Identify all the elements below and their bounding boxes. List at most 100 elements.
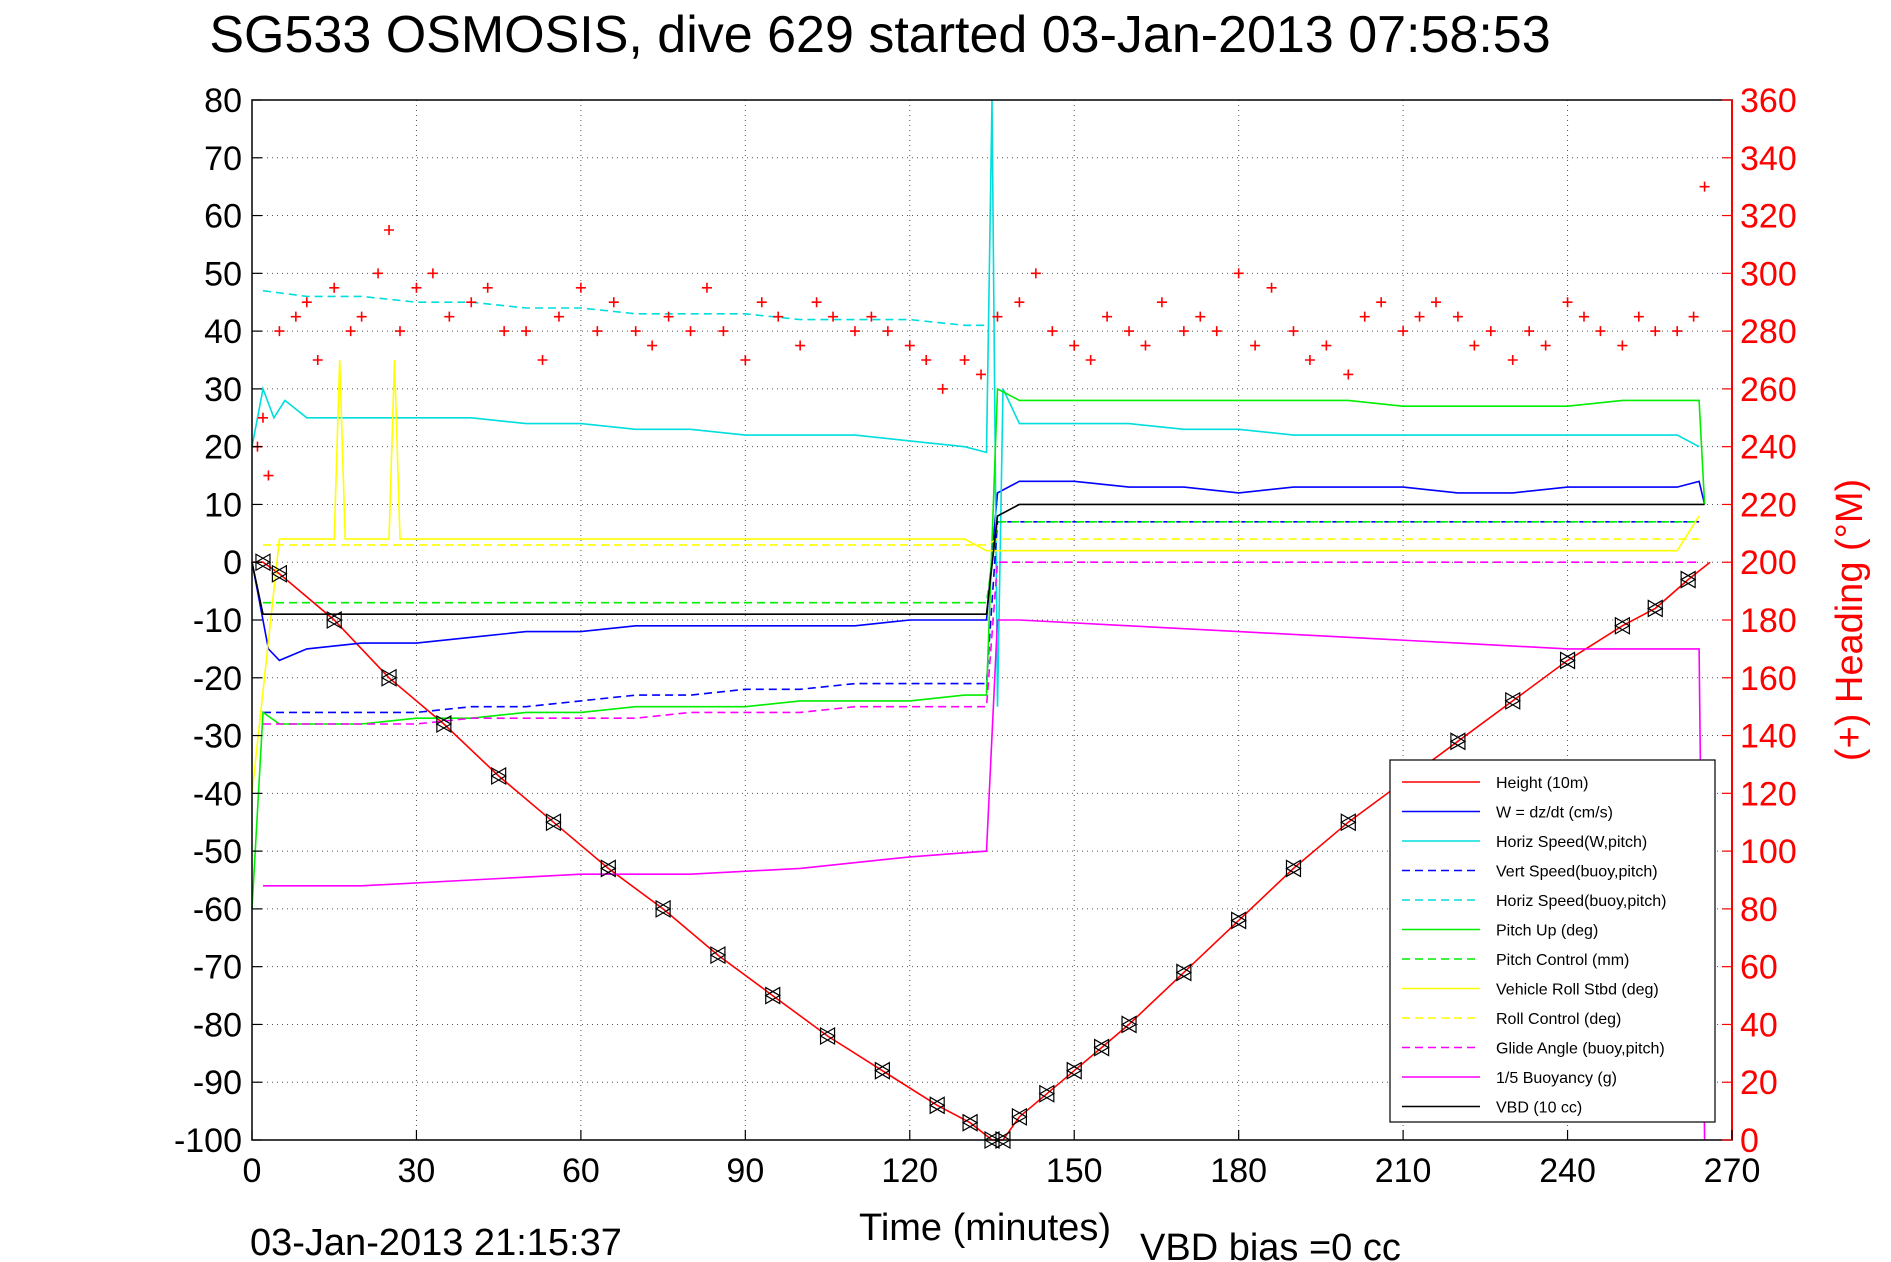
y-left-tick-label: -20	[193, 660, 242, 698]
heading-point	[1014, 297, 1025, 308]
heading-point	[959, 355, 970, 365]
y-right-tick-label: 360	[1740, 82, 1797, 120]
x-axis: 0 30 60 90 120 150 180 210 240 270	[243, 1130, 1761, 1190]
depth-marker-left	[1230, 911, 1247, 930]
heading-point	[257, 412, 268, 423]
legend-label: Pitch Control (mm)	[1496, 952, 1629, 969]
legend-label: Glide Angle (buoy,pitch)	[1496, 1041, 1665, 1058]
y-right-tick-label: 160	[1740, 660, 1797, 698]
heading-point	[1650, 326, 1661, 337]
y-axis-right-title: (+) Heading (°M)	[1829, 479, 1871, 761]
depth-marker-left	[1614, 616, 1630, 635]
heading-point	[345, 326, 356, 337]
x-tick-label: 90	[726, 1152, 764, 1190]
y-left-tick-label: 70	[204, 140, 242, 178]
heading-point	[553, 311, 564, 322]
legend-label: Height (10m)	[1496, 775, 1588, 792]
heading-point	[866, 311, 877, 322]
heading-point	[608, 297, 619, 308]
heading-point	[773, 311, 784, 322]
legend-items: Height (10m) W = dz/dt (cm/s) Horiz Speed(…	[1402, 775, 1666, 1117]
legend-item: Height (10m)	[1402, 775, 1588, 792]
y-left-tick-label: -50	[193, 833, 242, 871]
depth-marker-left	[254, 553, 271, 572]
depth-marker-left	[1175, 963, 1192, 982]
heading-point	[411, 282, 422, 293]
heading-point	[1178, 326, 1189, 337]
depth-marker-left	[1504, 691, 1521, 710]
y-right-tick-label: 180	[1740, 602, 1797, 640]
legend-label: Roll Control (deg)	[1496, 1011, 1621, 1028]
heading-point	[329, 282, 340, 293]
heading-point	[718, 326, 729, 337]
y-left-tick-label: -30	[193, 718, 242, 756]
depth-marker-left	[819, 1026, 836, 1046]
heading-point	[828, 311, 839, 322]
y-right-tick-label: 260	[1740, 371, 1797, 409]
heading-point	[904, 340, 915, 351]
heading-point	[1085, 355, 1096, 365]
x-tick-label: 180	[1210, 1152, 1267, 1190]
y-right-tick-label: 80	[1740, 891, 1778, 929]
heading-point	[1156, 297, 1167, 308]
series-heading	[252, 181, 1710, 481]
footer-vbd-bias: VBD bias =0 cc	[1140, 1227, 1401, 1262]
heading-point	[499, 326, 510, 337]
heading-point	[1250, 340, 1261, 351]
y-left-tick-label: 0	[223, 544, 242, 582]
heading-point	[274, 326, 285, 337]
series-line-vehicle-roll-stbd-deg	[251, 359, 1700, 794]
depth-marker-left	[1559, 651, 1576, 670]
depth-marker-left	[1093, 1038, 1110, 1057]
heading-point	[1195, 311, 1206, 322]
heading-point	[1069, 340, 1080, 351]
series-line-pitch-control-mm	[263, 520, 1700, 604]
heading-point	[1562, 297, 1573, 308]
heading-point	[1595, 326, 1606, 337]
footer-timestamp: 03-Jan-2013 21:15:37	[250, 1222, 622, 1262]
y-left-tick-label: 60	[204, 198, 242, 236]
depth-marker-left	[1679, 570, 1696, 589]
y-right-tick-label: 300	[1740, 255, 1797, 293]
heading-point	[1233, 268, 1244, 279]
series-line-glide-angle-buoy-pitch	[263, 561, 1700, 725]
heading-point	[1288, 326, 1299, 337]
heading-point	[444, 311, 455, 322]
heading-point	[301, 297, 312, 308]
heading-point	[592, 326, 603, 337]
heading-point	[373, 268, 384, 279]
depth-marker-left	[600, 859, 616, 878]
heading-point	[701, 282, 712, 293]
x-tick-label: 270	[1704, 1152, 1761, 1190]
depth-marker-left	[1449, 732, 1466, 751]
heading-point	[1540, 340, 1551, 351]
y-left-tick-label: -100	[174, 1122, 242, 1160]
depth-marker-left	[928, 1096, 945, 1115]
y-right-tick-label: 320	[1740, 198, 1797, 236]
heading-point	[1047, 326, 1058, 337]
series-line-vbd-10-cc	[251, 503, 1705, 616]
y-right-tick-label: 280	[1740, 313, 1797, 351]
heading-point	[1376, 297, 1387, 308]
y-right-tick-label: 120	[1740, 775, 1797, 813]
heading-point	[1431, 297, 1441, 308]
depth-marker-left	[326, 610, 342, 630]
x-tick-label: 30	[398, 1152, 436, 1190]
heading-point	[312, 355, 323, 365]
x-tick-label: 0	[243, 1152, 262, 1190]
grid-layer	[252, 100, 1732, 1140]
y-right-tick-label: 200	[1740, 544, 1797, 582]
heading-point	[992, 311, 1003, 322]
heading-point	[1672, 326, 1683, 337]
legend-item: Pitch Up (deg)	[1402, 923, 1598, 940]
depth-marker-left	[1647, 599, 1663, 618]
series-line-1-5-buoyancy-g	[263, 619, 1706, 1141]
depth-marker-left	[1340, 813, 1356, 832]
x-tick-label: 150	[1046, 1152, 1103, 1190]
heading-point	[384, 225, 395, 235]
y-left-tick-label: -80	[193, 1006, 242, 1044]
heading-point	[1633, 311, 1644, 322]
heading-point	[1699, 181, 1710, 192]
legend-label: Horiz Speed(buoy,pitch)	[1496, 893, 1666, 910]
legend-box	[1389, 759, 1716, 1123]
